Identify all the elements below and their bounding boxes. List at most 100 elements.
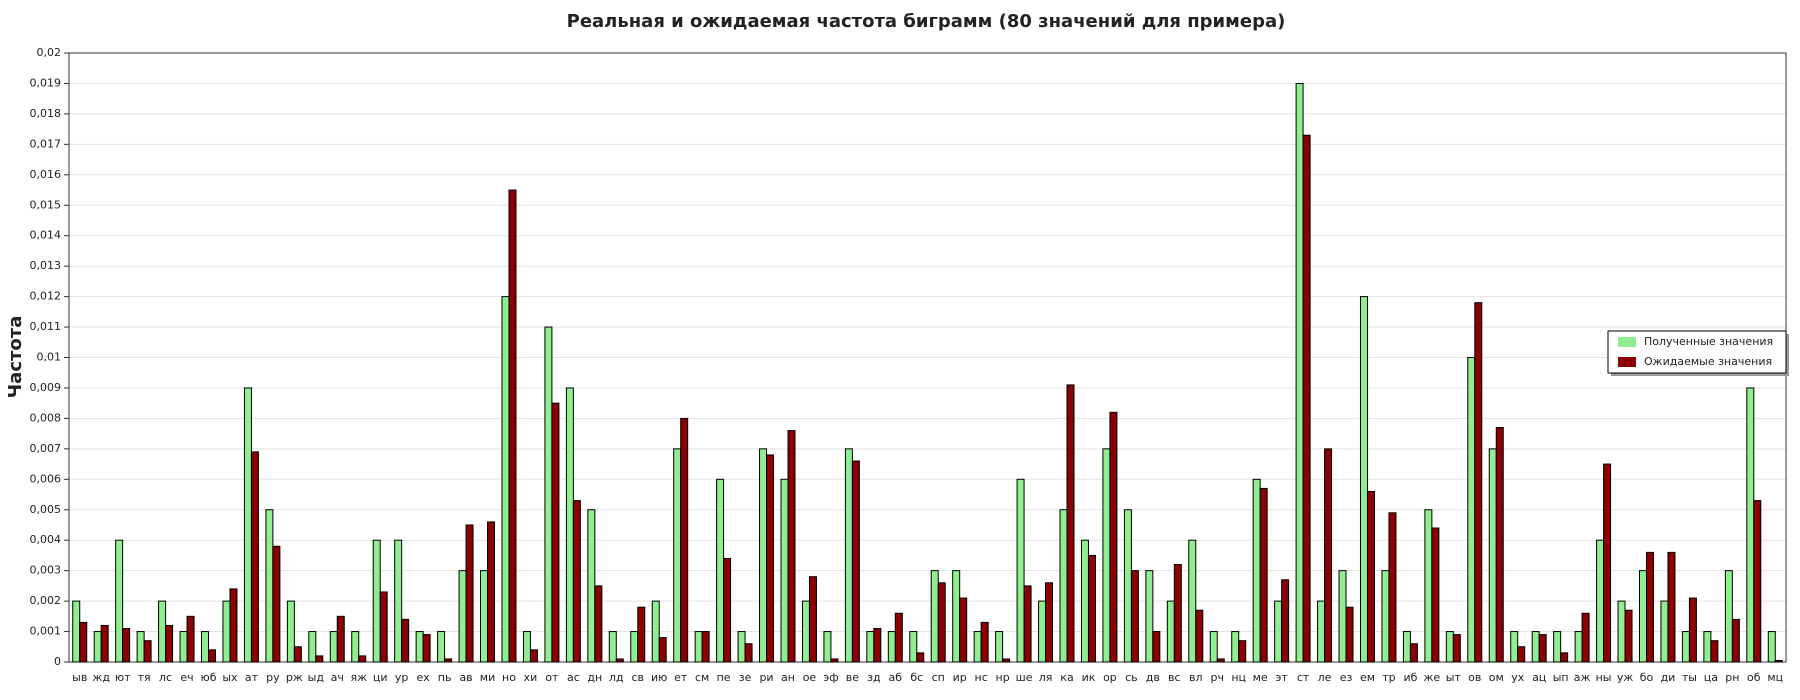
bar: [701, 631, 710, 663]
bar: [1596, 539, 1605, 663]
y-tick-label: 0,005: [30, 503, 62, 516]
bar: [422, 634, 431, 663]
bar: [1317, 600, 1326, 663]
bar: [916, 652, 925, 663]
bar: [1238, 640, 1247, 663]
bar: [293, 646, 302, 663]
bar: [615, 658, 624, 663]
bar: [401, 618, 410, 663]
x-tick-label: зе: [739, 671, 752, 684]
bar: [1087, 554, 1096, 663]
bar: [1445, 631, 1454, 663]
bar: [1281, 579, 1290, 663]
y-tick-label: 0,018: [30, 107, 62, 120]
bar: [1703, 631, 1712, 663]
bar: [1581, 612, 1590, 663]
bar: [737, 631, 746, 663]
y-tick-label: 0,002: [30, 594, 62, 607]
bar: [1038, 600, 1047, 663]
bar: [458, 570, 467, 663]
bar: [222, 600, 231, 663]
bar: [766, 454, 775, 663]
bar: [1517, 646, 1526, 663]
x-tick-label: ых: [222, 671, 238, 684]
x-tick-label: бс: [910, 671, 923, 684]
y-tick-label: 0,007: [30, 442, 62, 455]
bar: [122, 628, 131, 663]
bar: [637, 606, 646, 663]
bar: [465, 524, 474, 663]
bar: [551, 402, 560, 663]
bar: [1409, 643, 1418, 663]
bar: [587, 509, 596, 663]
bar: [1216, 658, 1225, 663]
x-tick-label: ом: [1489, 671, 1504, 684]
x-tick-label: хи: [524, 671, 538, 684]
bar: [909, 631, 918, 663]
legend-label: Полученные значения: [1644, 335, 1773, 348]
x-tick-label: бо: [1640, 671, 1654, 684]
bar: [158, 600, 167, 663]
x-tick-label: ри: [759, 671, 773, 684]
bar: [1553, 631, 1562, 663]
x-tick-label: ст: [1297, 671, 1310, 684]
bar: [630, 631, 639, 663]
bar: [866, 631, 875, 663]
x-tick-label: ыв: [72, 671, 87, 684]
y-tick-label: 0,02: [37, 46, 62, 59]
y-tick-label: 0,013: [30, 259, 62, 272]
bar: [1066, 384, 1075, 663]
bar: [487, 521, 496, 663]
bar: [1538, 634, 1547, 663]
x-tick-label: дн: [587, 671, 602, 684]
x-tick-label: ач: [331, 671, 344, 684]
bar: [358, 655, 367, 663]
x-tick-label: ет: [674, 671, 688, 684]
bar: [1431, 527, 1440, 663]
bar: [851, 460, 860, 663]
bar: [379, 591, 388, 663]
bar: [522, 631, 531, 663]
bar: [372, 539, 381, 663]
bar: [315, 655, 324, 663]
x-tick-label: ца: [1704, 671, 1718, 684]
bar: [830, 658, 839, 663]
x-tick-label: рч: [1211, 671, 1224, 684]
x-tick-label: ав: [459, 671, 472, 684]
x-tick-label: ше: [1016, 671, 1033, 684]
bar: [329, 631, 338, 663]
x-tick-label: ас: [567, 671, 580, 684]
bar: [694, 631, 703, 663]
bar: [415, 631, 424, 663]
bar: [1130, 570, 1139, 663]
bar: [959, 597, 968, 663]
x-tick-label: ез: [1340, 671, 1353, 684]
bar: [1746, 387, 1755, 663]
bar: [79, 621, 88, 663]
y-tick-label: 0,019: [30, 76, 62, 89]
x-tick-label: вл: [1189, 671, 1203, 684]
x-tick-label: от: [545, 671, 559, 684]
y-tick-label: 0,003: [30, 564, 62, 577]
bar: [1603, 463, 1612, 663]
x-tick-label: рж: [286, 671, 303, 684]
bar: [1645, 551, 1654, 663]
x-tick-label: ми: [480, 671, 495, 684]
x-tick-label: пь: [438, 671, 452, 684]
x-tick-label: ле: [1318, 671, 1332, 684]
bar: [1145, 570, 1154, 663]
bar: [887, 631, 896, 663]
bar: [1338, 570, 1347, 663]
x-tick-label: ан: [781, 671, 795, 684]
y-tick-label: 0,01: [37, 351, 62, 364]
x-tick-label: ди: [1661, 671, 1676, 684]
x-tick-label: аж: [1574, 671, 1591, 684]
bar: [1366, 490, 1375, 663]
y-tick-label: 0,014: [30, 229, 62, 242]
bar: [1259, 487, 1268, 663]
y-tick-label: 0,009: [30, 381, 62, 394]
x-tick-label: ля: [1039, 671, 1053, 684]
bar: [937, 582, 946, 663]
bar: [723, 557, 732, 663]
